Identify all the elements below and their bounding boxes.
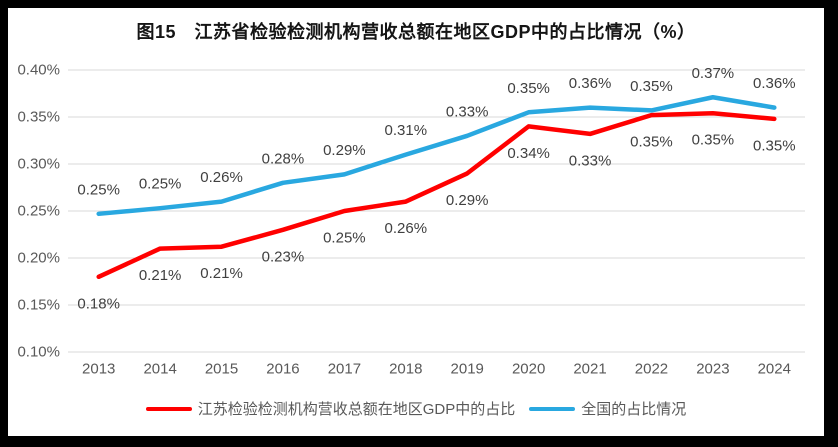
legend-item-national: 全国的占比情况 (529, 398, 686, 419)
y-tick-label: 0.40% (17, 62, 60, 79)
x-tick-label: 2013 (82, 361, 115, 378)
data-label-series-1: 0.25% (139, 176, 182, 193)
data-label-series-0: 0.35% (753, 137, 796, 154)
chart-plot-area: 0.40% 0.35% 0.30% 0.25% 0.20% 0.15% 0.10% 2013 2… (17, 62, 805, 378)
chart-card: 图15 江苏省检验检测机构营收总额在地区GDP中的占比情况（%） 0.40% 0.… (8, 8, 824, 436)
x-tick-label: 2022 (635, 361, 668, 378)
x-tick-label: 2017 (328, 361, 361, 378)
x-tick-label: 2021 (573, 361, 606, 378)
data-label-series-1: 0.36% (753, 75, 796, 92)
chart-title: 图15 江苏省检验检测机构营收总额在地区GDP中的占比情况（%） (136, 22, 696, 42)
x-tick-label: 2019 (451, 361, 484, 378)
legend-swatch-jiangsu-line (145, 406, 192, 411)
x-tick-label: 2024 (758, 361, 791, 378)
data-label-series-1: 0.28% (262, 150, 305, 167)
data-label-series-1: 0.36% (569, 75, 612, 92)
legend: 江苏检验检测机构营收总额在地区GDP中的占比 全国的占比情况 (8, 398, 824, 419)
y-tick-label: 0.15% (17, 297, 60, 314)
y-tick-label: 0.35% (17, 109, 60, 126)
data-label-series-1: 0.37% (692, 65, 735, 82)
data-label-series-0: 0.21% (139, 267, 182, 284)
data-label-series-0: 0.34% (507, 145, 550, 162)
data-label-series-0: 0.23% (262, 248, 305, 265)
series-line-1 (96, 95, 777, 217)
x-tick-label: 2023 (696, 361, 729, 378)
series-line-0 (96, 110, 777, 280)
y-tick-label: 0.25% (17, 203, 60, 220)
data-label-series-0: 0.35% (630, 134, 673, 151)
data-label-series-1: 0.35% (507, 80, 550, 97)
data-label-series-1: 0.25% (77, 181, 120, 198)
data-label-series-0: 0.26% (385, 220, 428, 237)
legend-item-jiangsu: 江苏检验检测机构营收总额在地区GDP中的占比 (145, 398, 516, 419)
x-tick-label: 2020 (512, 361, 545, 378)
data-label-series-0: 0.21% (200, 265, 243, 282)
y-tick-label: 0.20% (17, 250, 60, 267)
data-label-series-0: 0.29% (446, 192, 489, 209)
x-tick-label: 2015 (205, 361, 238, 378)
data-label-series-1: 0.33% (446, 103, 489, 120)
legend-label-jiangsu: 江苏检验检测机构营收总额在地区GDP中的占比 (197, 401, 516, 418)
y-tick-label: 0.30% (17, 156, 60, 173)
data-label-series-1: 0.35% (630, 78, 673, 95)
data-label-series-1: 0.29% (323, 142, 366, 159)
data-label-series-0: 0.33% (569, 152, 612, 169)
legend-swatch-national-line (529, 406, 576, 411)
data-label-series-1: 0.31% (385, 122, 428, 139)
x-tick-label: 2018 (389, 361, 422, 378)
data-label-series-0: 0.25% (323, 230, 366, 247)
legend-label-national: 全国的占比情况 (581, 401, 687, 418)
data-label-series-0: 0.18% (77, 295, 120, 312)
x-tick-label: 2014 (143, 361, 176, 378)
y-tick-label: 0.10% (17, 344, 60, 361)
data-label-series-1: 0.26% (200, 169, 243, 186)
data-label-series-0: 0.35% (692, 132, 735, 149)
x-tick-label: 2016 (266, 361, 299, 378)
